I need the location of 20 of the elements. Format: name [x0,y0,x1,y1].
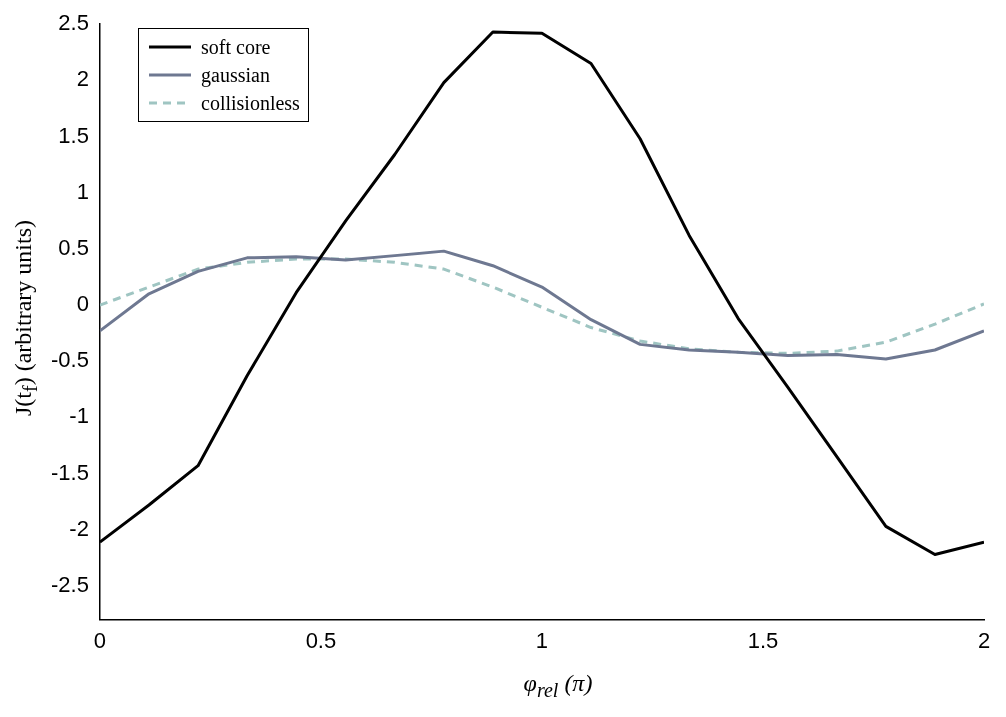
y-tick-label: -2.5 [50,571,89,597]
x-tick-label: 0.5 [305,627,337,653]
y-tick-label: -2 [69,515,89,541]
y-tick-label: -0.5 [50,347,89,373]
legend-label: collisionless [201,91,300,115]
y-tick-label: -1 [69,403,89,429]
x-axis-title: φ$_{rel}$ (π) [523,670,593,702]
y-tick-label: 0 [76,291,89,317]
x-tick-label: 0 [93,627,107,653]
y-tick-label: 1.5 [58,122,89,148]
y-tick-label: 2 [76,66,89,92]
x-tick-label: 2 [977,627,991,653]
y-tick-label: 2.5 [58,10,89,36]
x-tick-label: 1 [535,627,549,653]
y-tick-label: 0.5 [58,234,89,260]
y-tick-label: -1.5 [50,459,89,485]
x-tick-label: 1.5 [747,627,779,653]
legend-label: soft core [201,35,271,59]
legend-label: gaussian [201,63,270,87]
y-tick-label: 1 [76,178,89,204]
